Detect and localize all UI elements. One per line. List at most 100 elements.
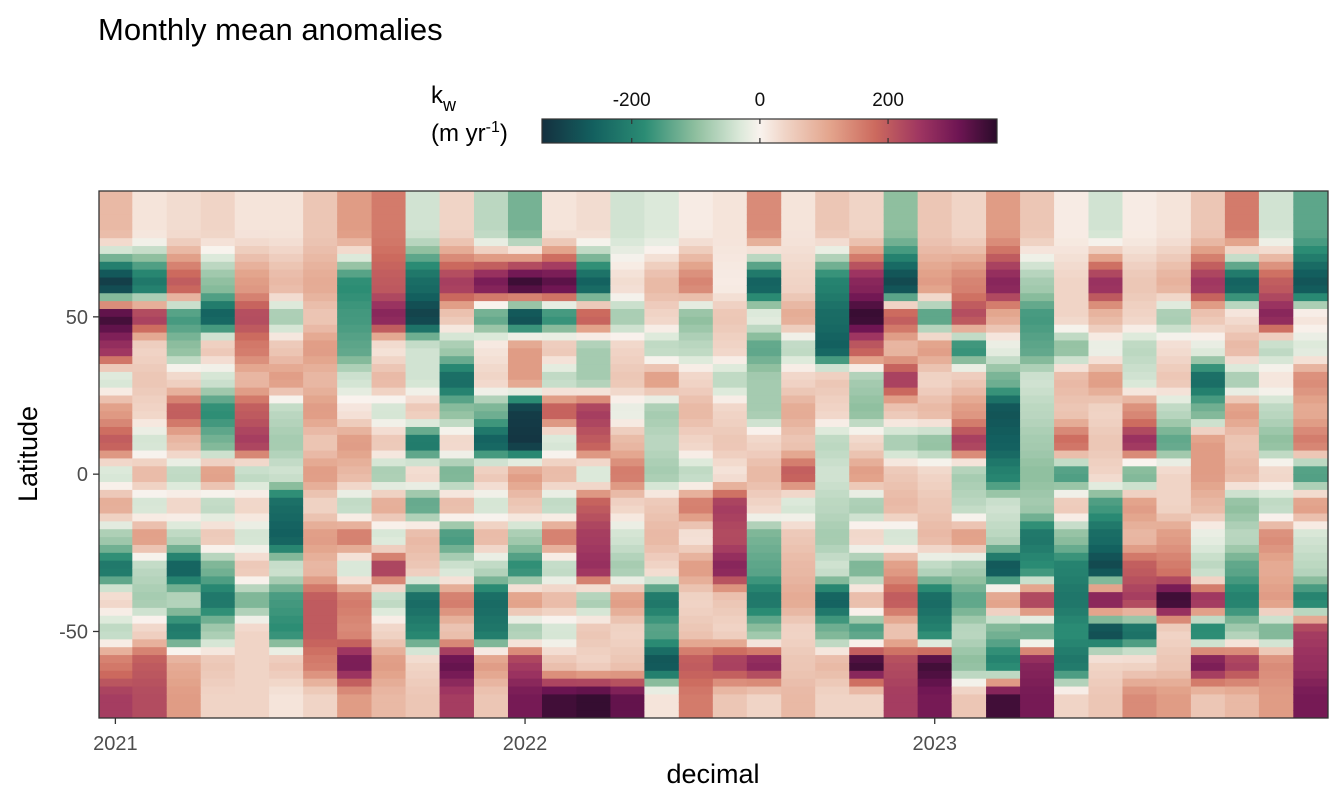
heatmap-cell [781,489,816,499]
heatmap-cell [1293,631,1328,640]
heatmap-cell [269,505,304,515]
heatmap-cell [781,293,816,302]
heatmap-cell [1054,662,1089,672]
heatmap-cell [1020,340,1055,349]
heatmap-cell [576,639,612,648]
heatmap-cell [1088,458,1124,467]
heatmap-cell [541,316,577,326]
heatmap-cell [269,678,304,688]
heatmap-cell [541,607,577,617]
heatmap-cell [1258,442,1294,452]
heatmap-cell [917,686,953,696]
heatmap-cell [1054,521,1089,530]
heatmap-cell [1122,600,1158,609]
heatmap-cell [1258,607,1294,617]
heatmap-cell [644,482,680,491]
heatmap-cell [610,379,646,389]
heatmap-cell [644,686,680,696]
heatmap-cell [986,434,1021,444]
heatmap-cell [1054,647,1089,656]
heatmap-cell [439,576,475,585]
heatmap-cell [166,655,202,664]
heatmap-cell [849,710,884,718]
heatmap-cell [1020,434,1055,444]
heatmap-cell [1156,301,1192,310]
heatmap-cell [337,623,372,633]
heatmap-cell [849,340,884,349]
heatmap-cell [610,670,646,680]
heatmap-cell [1122,395,1158,404]
heatmap-cell [371,521,407,530]
heatmap-cell [234,702,270,711]
heatmap-cell [644,607,680,617]
heatmap-cell [610,529,646,538]
heatmap-cell [1258,222,1294,231]
heatmap-cell [541,662,577,672]
heatmap-cell [166,332,202,342]
heatmap-cell [917,253,953,263]
heatmap-cell [815,655,850,664]
heatmap-cell [951,466,987,475]
heatmap-cell [541,395,577,404]
heatmap-cell [815,191,850,200]
heatmap-cell [849,639,884,648]
heatmap-cell [166,450,202,460]
heatmap-cell [746,639,782,648]
heatmap-cell [439,191,475,200]
heatmap-cell [917,191,953,200]
heatmap-cell [303,647,338,656]
heatmap-cell [746,277,782,286]
heatmap-cell [1293,293,1328,302]
heatmap-cell [439,316,475,326]
heatmap-cell [986,324,1021,334]
heatmap-cell [1293,584,1328,593]
heatmap-cell [610,206,646,216]
heatmap-cell [610,348,646,357]
heatmap-cell [1122,482,1158,491]
heatmap-cell [507,222,543,231]
heatmap-cell [371,631,407,640]
heatmap-cell [849,497,884,507]
heatmap-cell [712,222,748,231]
heatmap-cell [576,568,612,578]
heatmap-cell [883,348,919,357]
heatmap-cell [405,474,441,483]
heatmap-cell [746,395,782,404]
heatmap-cell [781,584,816,593]
heatmap-cell [917,607,953,617]
heatmap-cell [405,222,441,231]
heatmap-cell [746,214,782,224]
heatmap-cell [644,324,680,334]
heatmap-cell [1224,497,1260,507]
heatmap-cell [269,371,304,381]
heatmap-cell [849,285,884,294]
heatmap-cell [781,387,816,397]
heatmap-cell [917,576,953,585]
heatmap-cell [1190,403,1226,412]
heatmap-cell [781,631,816,640]
heatmap-cell [473,686,509,696]
heatmap-cell [576,529,612,538]
heatmap-cell [1156,308,1192,318]
heatmap-cell [1224,513,1260,522]
heatmap-cell [1088,521,1124,530]
heatmap-cell [405,662,441,672]
heatmap-cell [986,277,1021,286]
heatmap-cell [371,544,407,554]
heatmap-cell [473,426,509,436]
heatmap-cell [405,261,441,271]
heatmap-cell [303,308,338,318]
heatmap-cell [337,710,372,718]
heatmap-cell [337,426,372,436]
heatmap-cell [234,482,270,491]
heatmap-cell [986,694,1021,703]
heatmap-cell [986,450,1021,460]
heatmap-cell [541,246,577,255]
heatmap-cell [507,191,543,200]
heatmap-cell [234,332,270,342]
heatmap-cell [644,442,680,452]
legend-unit-prefix: (m yr [431,120,486,147]
heatmap-cell [576,285,612,294]
heatmap-cell [200,246,236,255]
